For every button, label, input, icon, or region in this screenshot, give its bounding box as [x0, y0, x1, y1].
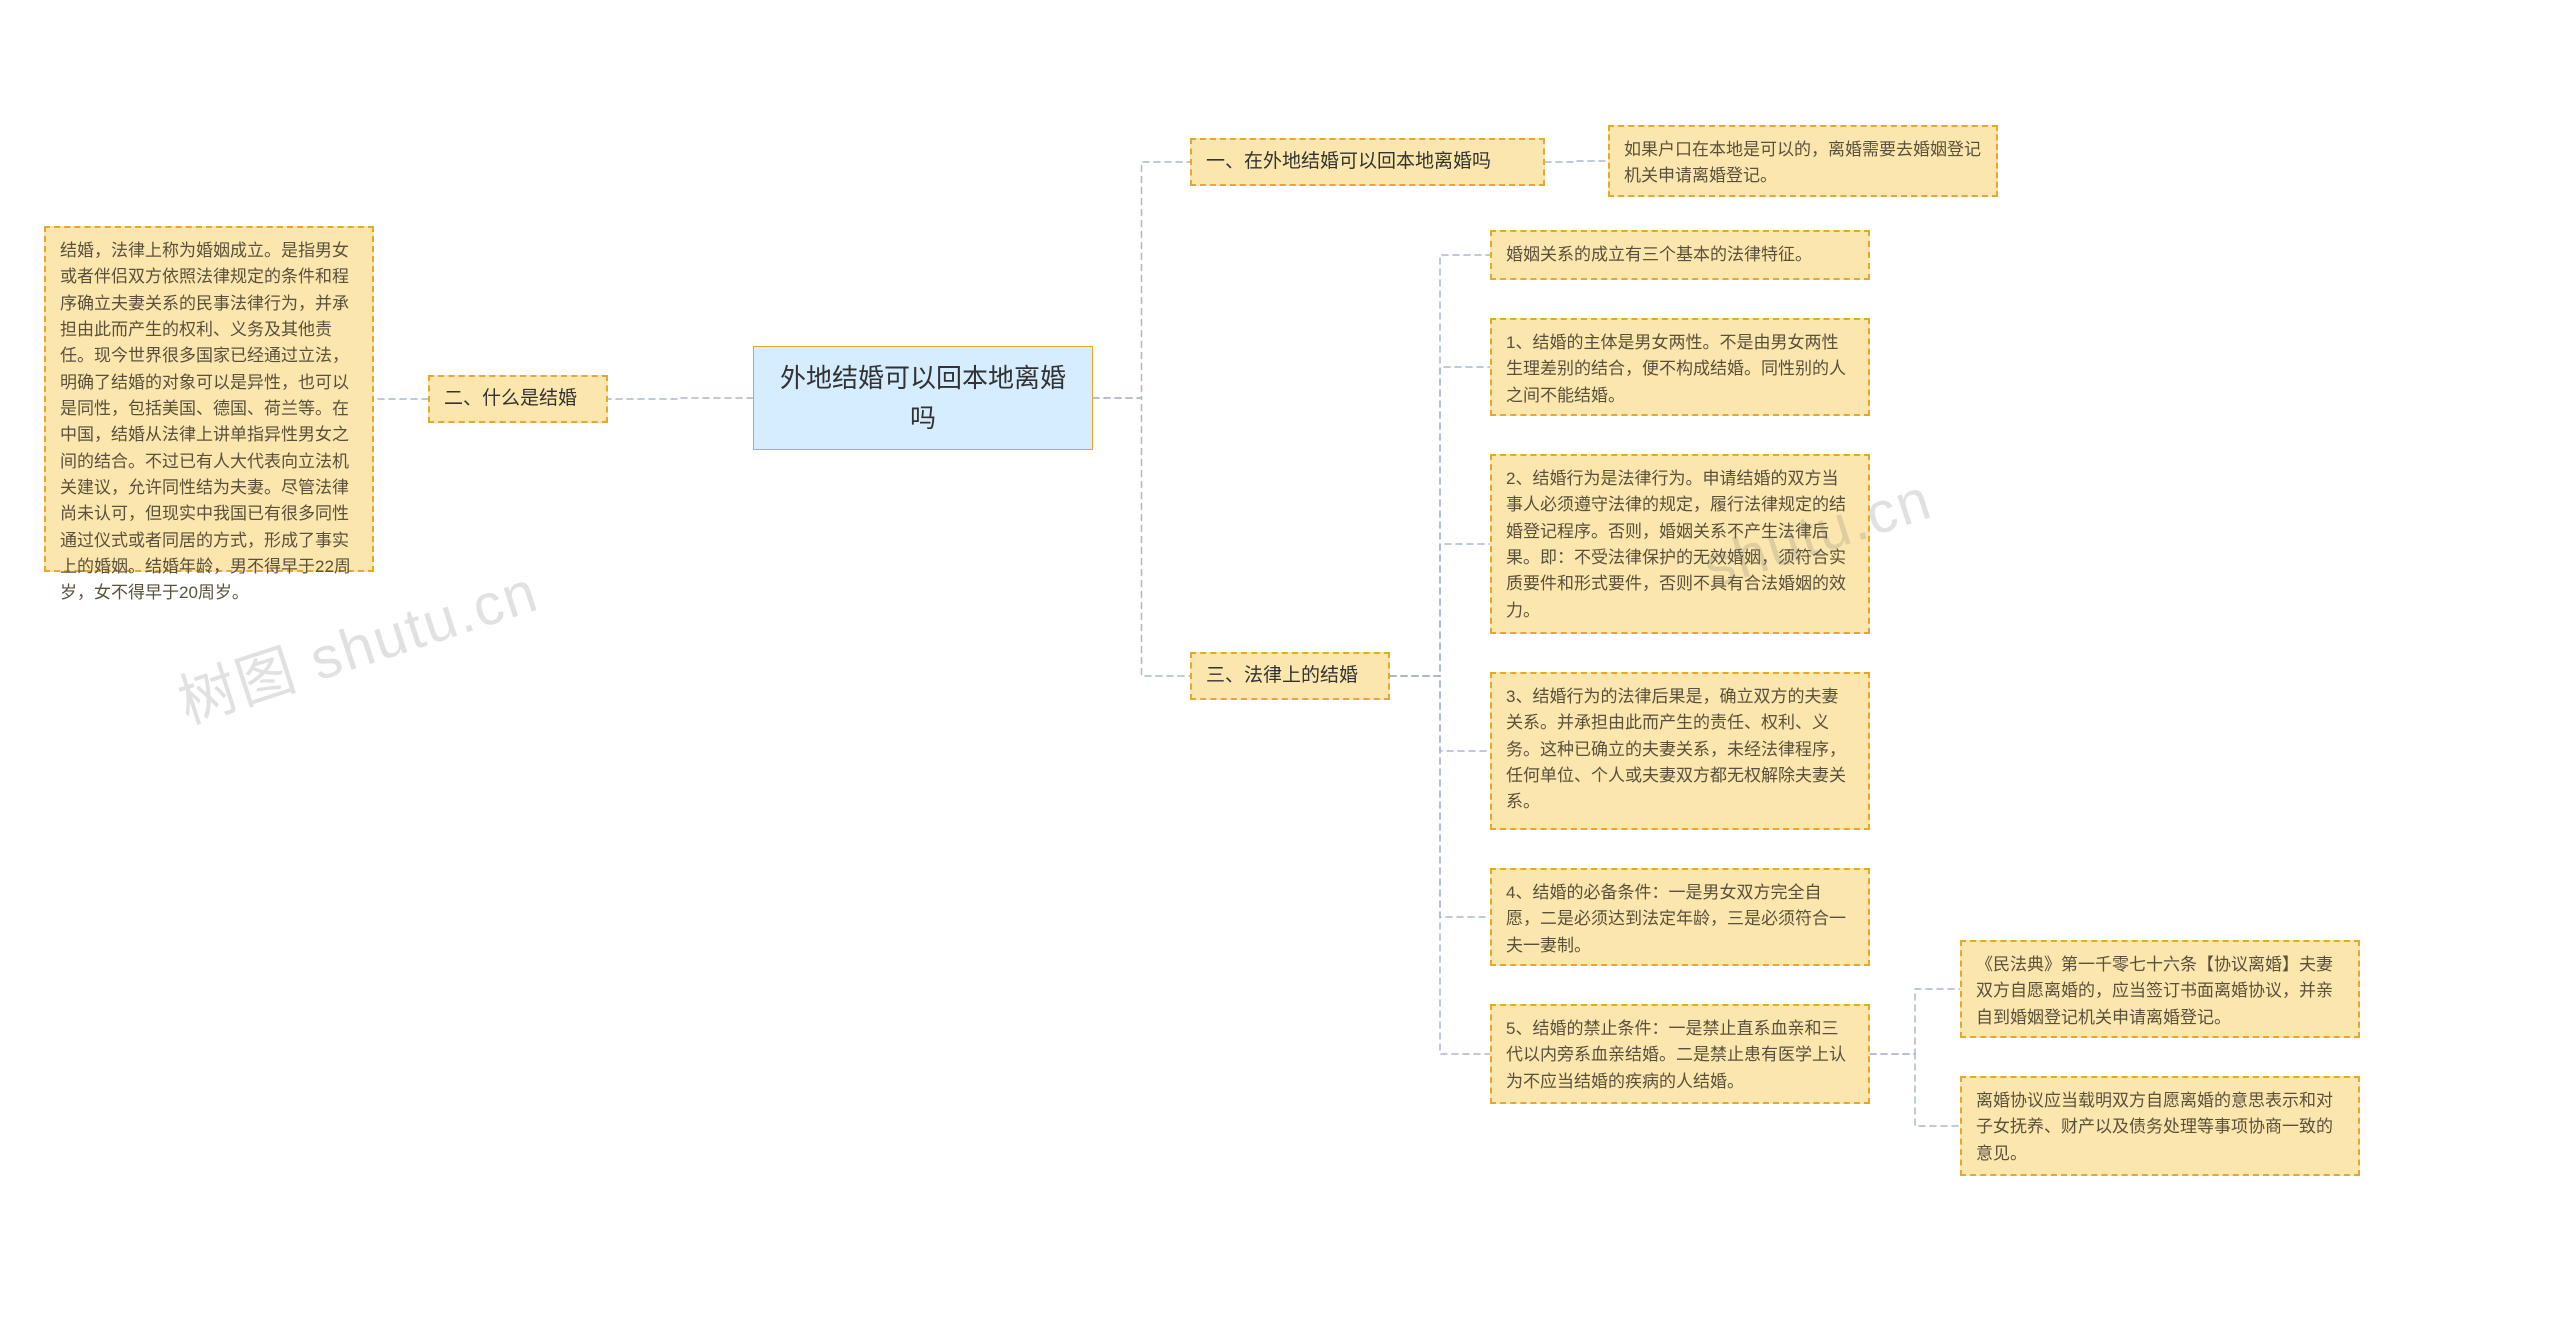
leaf-node-3-3: 2、结婚行为是法律行为。申请结婚的双方当事人必须遵守法律的规定，履行法律规定的结… [1490, 454, 1870, 634]
branch-node-3[interactable]: 三、法律上的结婚 [1190, 652, 1390, 700]
leaf-node-2-1: 结婚，法律上称为婚姻成立。是指男女或者伴侣双方依照法律规定的条件和程序确立夫妻关… [44, 226, 374, 572]
leaf-node-3-6: 5、结婚的禁止条件：一是禁止直系血亲和三代以内旁系血亲结婚。二是禁止患有医学上认… [1490, 1004, 1870, 1104]
leaf-node-3-1: 婚姻关系的成立有三个基本的法律特征。 [1490, 230, 1870, 280]
branch-node-1[interactable]: 一、在外地结婚可以回本地离婚吗 [1190, 138, 1545, 186]
leaf-node-3-2: 1、结婚的主体是男女两性。不是由男女两性生理差别的结合，便不构成结婚。同性别的人… [1490, 318, 1870, 416]
root-node[interactable]: 外地结婚可以回本地离婚吗 [753, 346, 1093, 450]
leaf-node-3-6a: 《民法典》第一千零七十六条【协议离婚】夫妻双方自愿离婚的，应当签订书面离婚协议，… [1960, 940, 2360, 1038]
leaf-node-3-5: 4、结婚的必备条件：一是男女双方完全自愿，二是必须达到法定年龄，三是必须符合一夫… [1490, 868, 1870, 966]
branch-node-2[interactable]: 二、什么是结婚 [428, 375, 608, 423]
leaf-node-3-4: 3、结婚行为的法律后果是，确立双方的夫妻关系。并承担由此而产生的责任、权利、义务… [1490, 672, 1870, 830]
leaf-node-3-6b: 离婚协议应当载明双方自愿离婚的意思表示和对子女抚养、财产以及债务处理等事项协商一… [1960, 1076, 2360, 1176]
leaf-node-1-1: 如果户口在本地是可以的，离婚需要去婚姻登记机关申请离婚登记。 [1608, 125, 1998, 197]
